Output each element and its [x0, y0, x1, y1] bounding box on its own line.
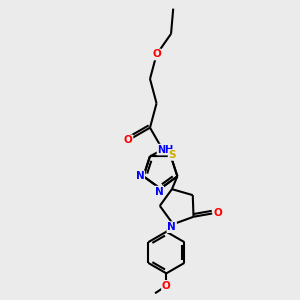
Text: NH: NH	[158, 145, 174, 154]
Text: N: N	[154, 187, 163, 196]
Text: O: O	[152, 50, 161, 59]
Text: S: S	[169, 150, 176, 160]
Text: N: N	[167, 222, 176, 232]
Text: O: O	[214, 208, 223, 218]
Text: O: O	[162, 281, 171, 291]
Text: O: O	[124, 135, 133, 145]
Text: N: N	[136, 171, 144, 181]
